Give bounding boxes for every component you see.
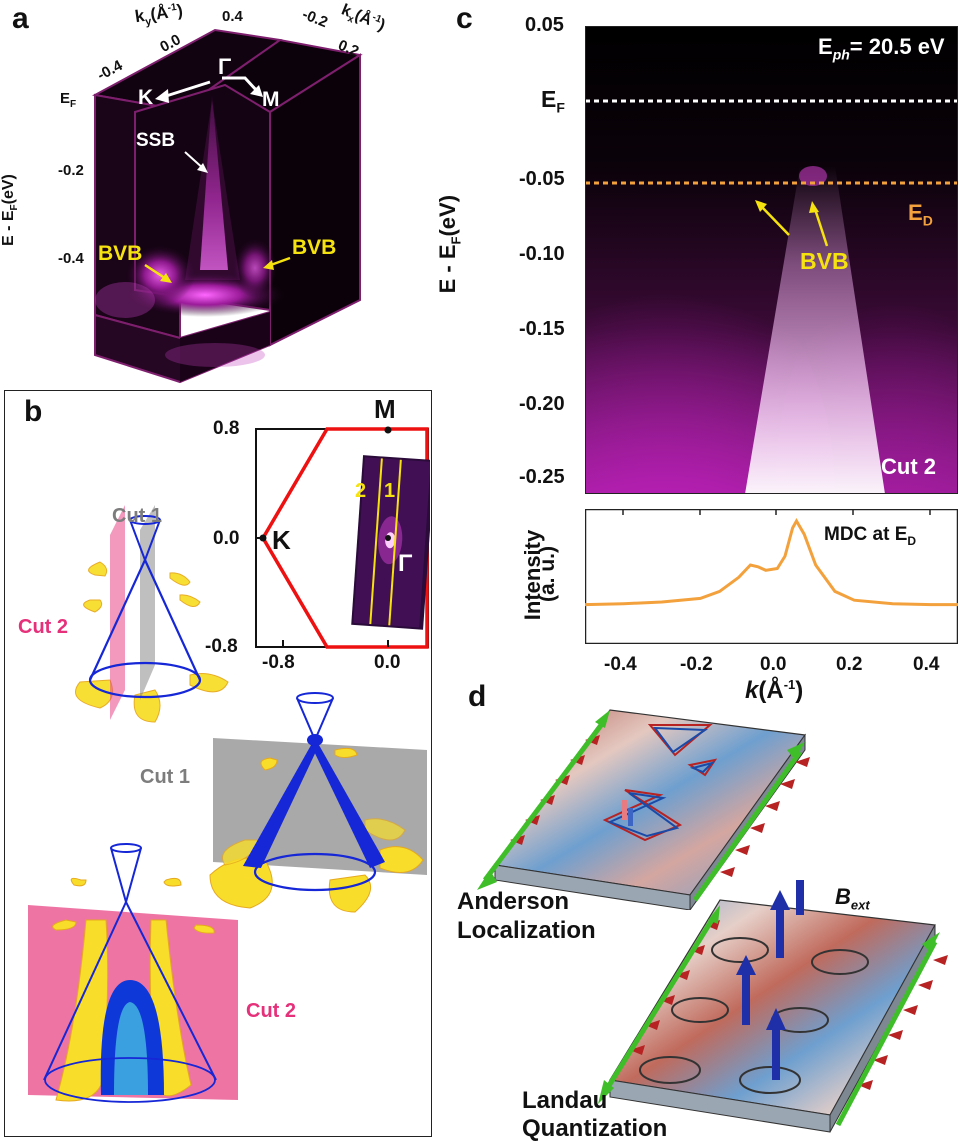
cut2-label-c: Cut 2: [881, 454, 936, 479]
heatmap-ytick-neg010: -0.10: [519, 243, 565, 265]
k-tick-neg02: -0.2: [680, 654, 713, 675]
landau-quantization-sketch: [598, 880, 948, 1133]
panel-c-label: c: [456, 2, 473, 35]
e-axis-label-a: E - EF(eV): [0, 174, 21, 247]
heatmap-y-axis-label: E - EF(eV): [435, 194, 464, 294]
bz-k-label: K: [272, 525, 291, 555]
brillouin-zone-plot: [255, 426, 430, 649]
k-tick-00: 0.0: [760, 654, 787, 675]
anderson-label-1: Anderson: [457, 888, 570, 915]
photon-energy-label: Eph= 20.5 eV: [818, 34, 945, 63]
ef-label-a: EF: [60, 90, 77, 110]
panel-d-label: d: [468, 680, 487, 713]
panel-b-frame: [4, 390, 432, 1137]
k-tick-04: 0.4: [913, 654, 940, 675]
ky-tick-04: 0.4: [222, 8, 243, 25]
bz-ytick-00: 0.0: [213, 528, 240, 549]
heatmap-ytick-005: 0.05: [525, 14, 564, 36]
bz-ytick-08: 0.8: [213, 418, 240, 439]
landau-label-2: Quantization: [522, 1115, 668, 1142]
arpes-heatmap: [585, 26, 958, 494]
k-tick-neg04: -0.4: [604, 654, 637, 675]
cone-diagram-cut1: [209, 692, 427, 913]
anderson-localization-sketch: [477, 709, 810, 910]
ssb-label: SSB: [136, 130, 176, 151]
bvb-label-c: BVB: [800, 248, 849, 274]
bz-xtick-neg08: -0.8: [262, 652, 295, 673]
gamma-label-a: Γ: [218, 54, 232, 79]
cone-diagram-top: [75, 505, 229, 723]
bext-label: Bext: [835, 884, 870, 913]
cut2-label-top: Cut 2: [18, 616, 68, 638]
mdc-plot: [585, 509, 958, 644]
bz-m-label: M: [374, 394, 396, 424]
e-tick-neg02: -0.2: [58, 162, 84, 179]
cut1-label-mid: Cut 1: [140, 766, 190, 788]
cut1-label-top: Cut 1: [112, 505, 162, 527]
heatmap-ytick-neg015: -0.15: [519, 318, 565, 340]
bz-xtick-00: 0.0: [374, 652, 401, 673]
anderson-label-2: Localization: [457, 917, 596, 944]
fermi-level-label: EF: [541, 86, 565, 116]
panel-a-label: a: [12, 2, 29, 35]
heatmap-ytick-neg020: -0.20: [519, 393, 565, 415]
heatmap-ytick-neg005: -0.05: [519, 168, 565, 190]
mdc-title: MDC at ED: [824, 524, 917, 548]
e-tick-neg04: -0.4: [58, 250, 84, 267]
mdc-curve: [585, 517, 958, 607]
cut2-label-bottom: Cut 2: [246, 1000, 296, 1022]
cut-number-1: 1: [384, 480, 396, 502]
bz-gamma-label: Γ: [398, 550, 413, 577]
mdc-y-label-2: (a. u.): [536, 546, 559, 602]
bvb-label-right: BVB: [292, 236, 337, 259]
k-axis-label: k(Å-1): [745, 677, 804, 704]
arpes-3d-cube: [92, 28, 363, 384]
heatmap-overlays: [585, 26, 958, 494]
bz-ytick-neg08: -0.8: [205, 636, 238, 657]
heatmap-ytick-neg025: -0.25: [519, 466, 565, 488]
panel-b-label: b: [24, 395, 43, 428]
dirac-point-label: ED: [908, 200, 933, 229]
m-label-a: M: [262, 88, 280, 111]
cut-number-2: 2: [355, 480, 367, 502]
bvb-label-left: BVB: [98, 242, 143, 265]
k-tick-02: 0.2: [836, 654, 863, 675]
cone-diagram-cut2: [28, 843, 238, 1103]
landau-label-1: Landau: [522, 1087, 608, 1114]
k-label-a: K: [138, 86, 154, 109]
